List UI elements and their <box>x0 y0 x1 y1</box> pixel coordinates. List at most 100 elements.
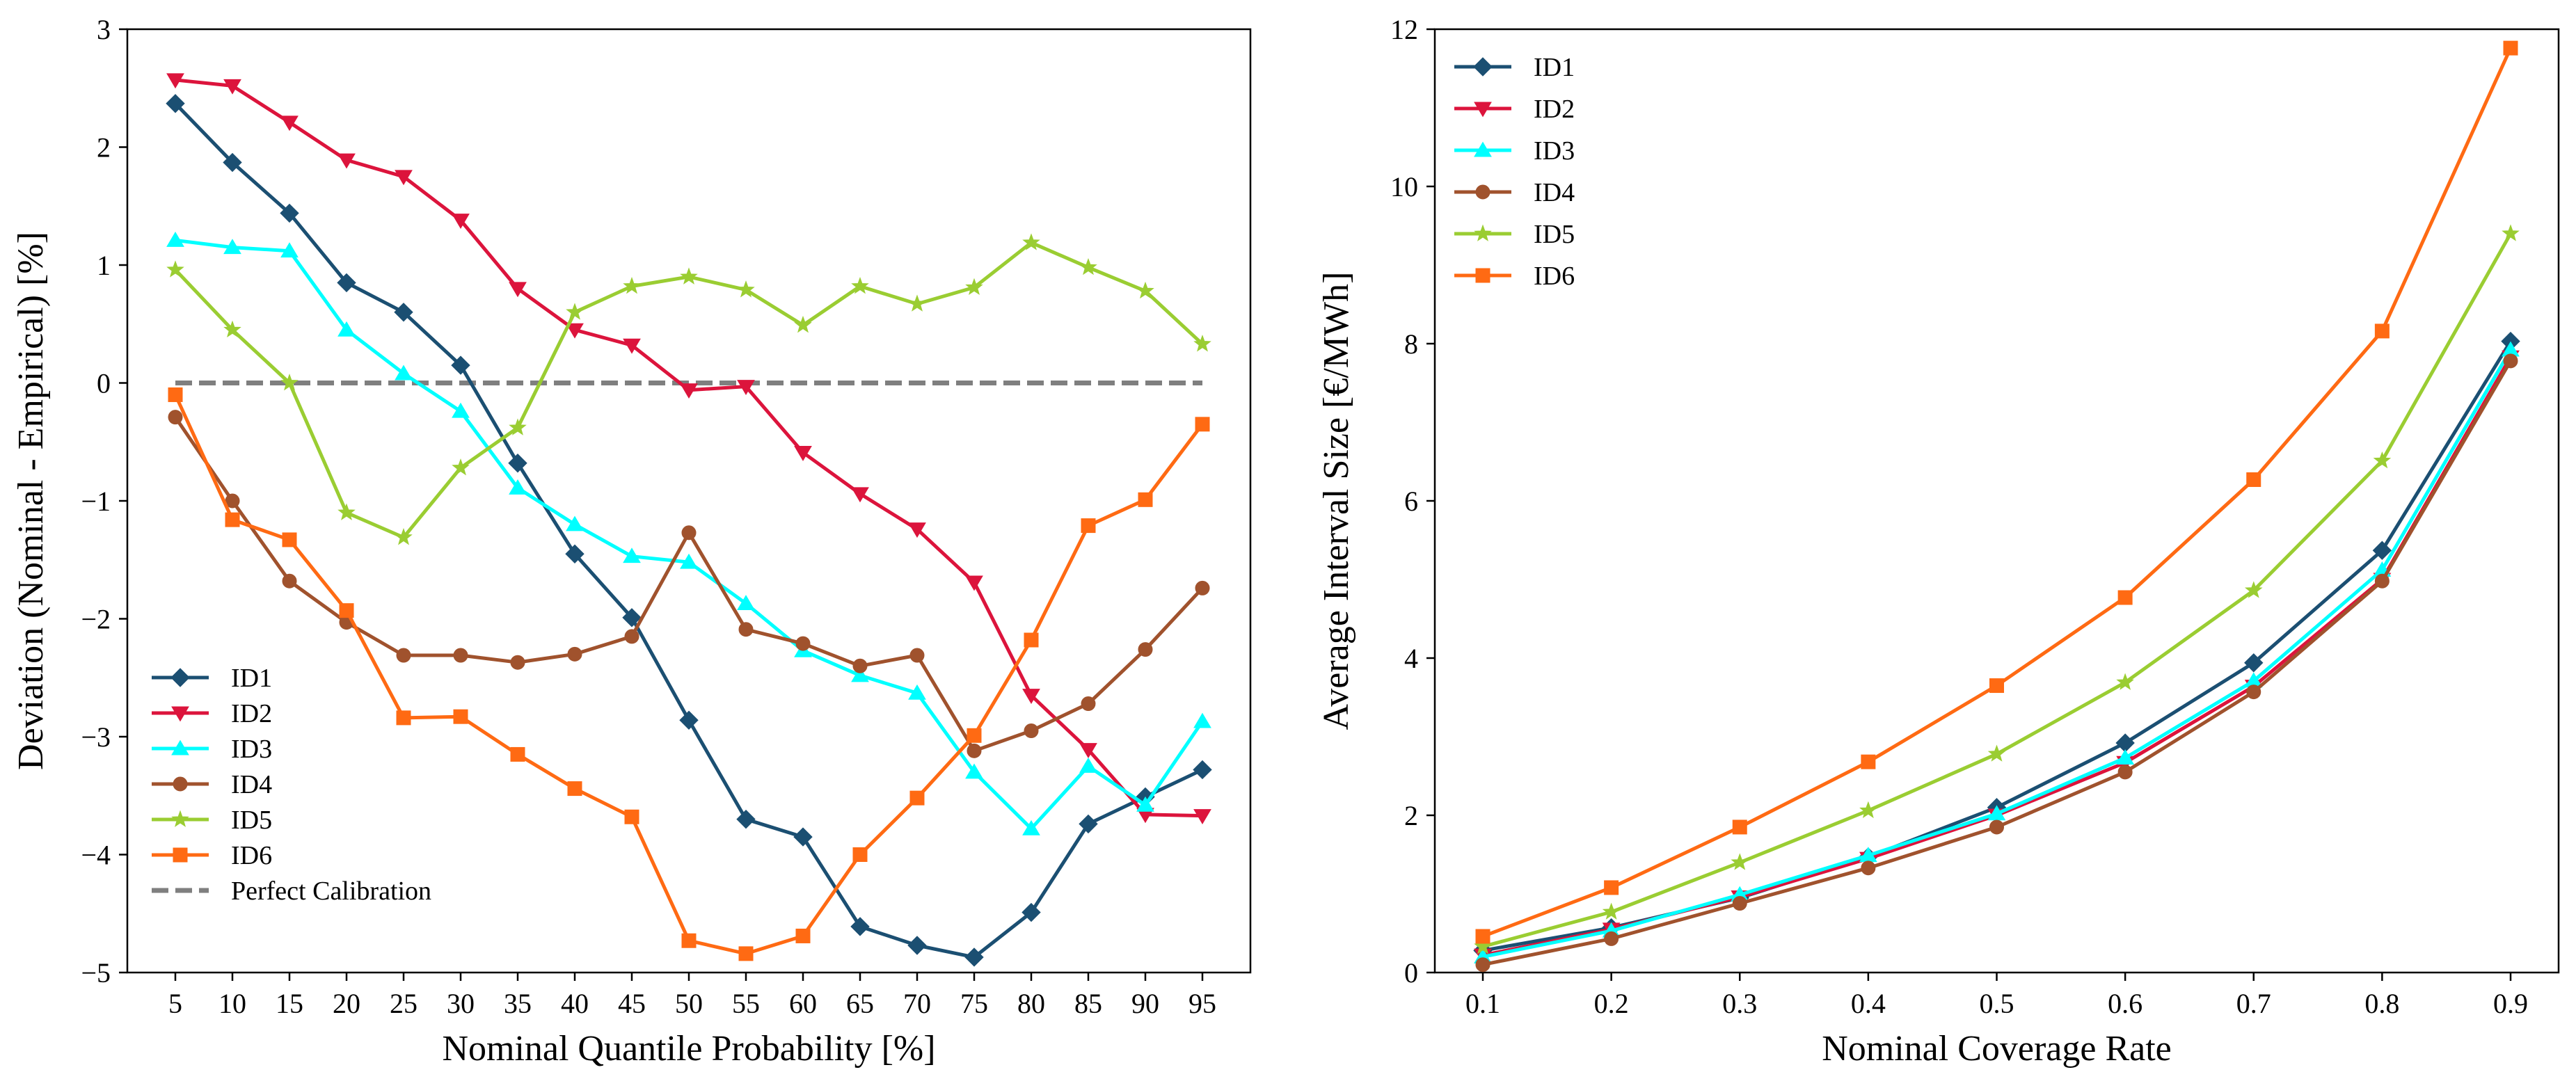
legend: ID1 ID2 ID3 ID4 ID5 ID6 Perfect Calibration <box>152 664 431 906</box>
data-point <box>909 790 925 806</box>
data-point <box>965 575 983 591</box>
data-point <box>1732 896 1747 911</box>
x-tick-label: 0.1 <box>1465 988 1500 1019</box>
data-point <box>395 365 413 381</box>
data-point <box>223 239 241 255</box>
data-point <box>452 458 470 476</box>
data-point <box>852 658 868 673</box>
x-tick-label: 95 <box>1188 988 1216 1019</box>
data-point <box>2374 323 2390 339</box>
legend-label: ID2 <box>1534 95 1575 124</box>
data-point <box>967 728 982 743</box>
series-id2 <box>166 73 1211 824</box>
legend-item-id6: ID6 <box>152 841 272 870</box>
data-point <box>623 547 641 563</box>
data-point <box>166 94 185 113</box>
data-point <box>1136 796 1154 812</box>
data-point <box>624 629 639 644</box>
data-point <box>1079 743 1097 759</box>
data-point <box>509 282 527 298</box>
data-point <box>1079 814 1098 834</box>
x-tick-label: 75 <box>960 988 988 1019</box>
legend-label: ID6 <box>1534 262 1575 291</box>
data-point <box>565 544 585 563</box>
data-point <box>850 917 870 936</box>
data-point <box>679 710 699 730</box>
data-point <box>337 321 356 337</box>
data-point <box>396 648 411 663</box>
data-point <box>851 277 869 294</box>
data-point <box>453 648 468 663</box>
data-point <box>681 933 697 948</box>
data-point <box>168 387 183 402</box>
data-point <box>566 515 584 531</box>
data-point <box>2244 653 2264 673</box>
series-id6 <box>1475 40 2518 944</box>
x-tick-label: 0.4 <box>1851 988 1886 1019</box>
data-point <box>166 260 184 278</box>
legend-marker <box>1473 57 1493 77</box>
data-point <box>1193 809 1211 824</box>
data-point <box>1193 760 1212 780</box>
data-point <box>282 573 297 589</box>
y-tick-label: 0 <box>1404 957 1418 989</box>
y-tick-label: −1 <box>81 486 111 517</box>
interval-size-chart: 0.1 0.2 0.3 0.4 0.5 0.6 0.7 0.8 0.9 0 2 4 6 8 10 12 Nomi… <box>1317 14 2560 1069</box>
data-point <box>1987 744 2006 762</box>
y-tick-label: 2 <box>1404 800 1418 831</box>
data-point <box>566 323 584 339</box>
data-point <box>280 242 299 258</box>
legend-label: ID5 <box>231 806 272 835</box>
data-point <box>624 809 639 824</box>
x-axis-label: Nominal Coverage Rate <box>1822 1029 2172 1069</box>
y-tick-label: −3 <box>81 721 111 753</box>
legend-marker <box>1474 224 1492 241</box>
data-point <box>509 418 527 435</box>
data-point <box>337 153 356 169</box>
data-point <box>1136 281 1154 299</box>
series-id5 <box>1474 224 2520 954</box>
y-axis-label: Average Interval Size [€/MWh] <box>1317 272 1356 730</box>
data-point <box>395 528 413 545</box>
data-point <box>738 946 754 961</box>
data-point <box>737 595 755 610</box>
data-point <box>623 338 641 354</box>
x-tick-label: 30 <box>447 988 475 1019</box>
data-point <box>1079 757 1097 773</box>
legend-item-id5: ID5 <box>1454 220 1575 249</box>
data-point <box>567 646 582 662</box>
data-point <box>1861 754 1876 769</box>
x-tick-label: 55 <box>732 988 760 1019</box>
data-point <box>795 928 811 943</box>
legend-label: ID1 <box>231 664 272 693</box>
legend-item-id3: ID3 <box>1454 136 1575 166</box>
legend-marker <box>173 847 188 863</box>
data-point <box>2246 685 2261 700</box>
data-point <box>2503 40 2518 56</box>
x-tick-label: 45 <box>618 988 646 1019</box>
data-point <box>566 303 584 320</box>
series-id4 <box>1475 353 2518 973</box>
data-point <box>851 666 869 682</box>
data-point <box>223 320 241 338</box>
x-tick-label: 85 <box>1074 988 1102 1019</box>
data-point <box>509 479 527 495</box>
data-point <box>280 374 299 391</box>
legend-item-id3: ID3 <box>152 735 272 764</box>
legend-marker <box>170 668 190 687</box>
data-point <box>622 608 642 627</box>
data-point <box>2374 573 2390 589</box>
data-point <box>452 214 470 229</box>
data-point <box>1021 902 1041 922</box>
legend-marker <box>171 739 189 755</box>
x-tick-label: 10 <box>218 988 246 1019</box>
data-point <box>282 532 297 547</box>
legend-label: ID4 <box>1534 178 1575 207</box>
legend-label: ID2 <box>231 699 272 728</box>
data-point <box>396 710 411 726</box>
legend-item-id5: ID5 <box>152 806 272 835</box>
data-point <box>852 847 868 862</box>
data-point <box>795 636 811 651</box>
data-point <box>965 763 983 779</box>
